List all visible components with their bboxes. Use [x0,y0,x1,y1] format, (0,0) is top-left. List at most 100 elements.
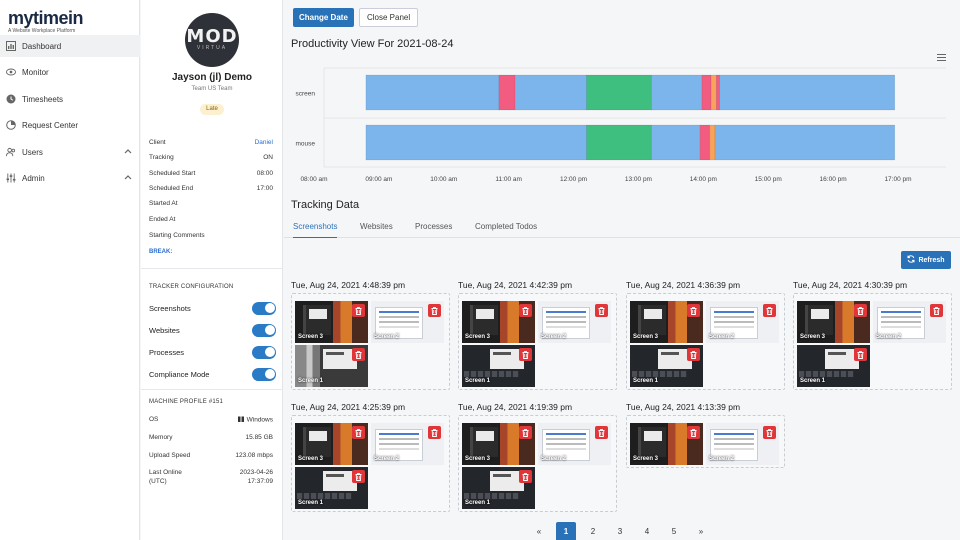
screenshots-toggle[interactable] [252,301,276,315]
timeline-segment-neutral[interactable] [719,74,896,111]
trash-icon[interactable] [763,426,776,439]
timeline-segment-unproductive[interactable] [699,124,711,161]
page-prev[interactable]: « [536,527,542,536]
chart-title: Productivity View For 2021-08-24 [291,38,454,50]
toggle-label: Screenshots [149,303,191,313]
trash-icon[interactable] [854,304,867,317]
trash-icon[interactable] [519,304,532,317]
nav-item-dashboard[interactable]: Dashboard [0,35,140,57]
trash-icon[interactable] [428,426,441,439]
screenshot-thumbnail[interactable]: Screen 3 [630,423,703,465]
trash-icon[interactable] [595,304,608,317]
timeline-segment-other[interactable] [709,124,716,161]
screenshot-thumbnail[interactable]: Screen 3 [295,423,368,465]
screenshot-thumbnail[interactable]: Screen 2 [538,423,611,465]
screenshot-thumbnail[interactable]: Screen 2 [538,301,611,343]
trash-icon[interactable] [763,304,776,317]
avatar-subtext: VIRTUA [196,45,228,51]
screenshot-thumbnail[interactable]: Screen 1 [295,345,368,387]
nav-item-monitor[interactable]: Monitor [0,61,140,83]
thumbnail-window [710,307,758,339]
websites-toggle[interactable] [252,323,276,337]
page-2[interactable]: 2 [590,527,596,536]
chart-menu-icon[interactable] [937,54,946,63]
field-label: OS [149,416,159,423]
screenshot-thumbnail[interactable]: Screen 3 [462,301,535,343]
trash-icon[interactable] [687,426,700,439]
timeline-segment-productive[interactable] [586,124,652,161]
brand-logo[interactable]: mytimein A Website Workplace Platform [8,8,84,34]
screenshot-thumbnail[interactable]: Screen 3 [295,301,368,343]
client-link[interactable]: Daniel [254,139,273,146]
nav-item-admin[interactable]: Admin [0,167,140,189]
trash-icon[interactable] [687,304,700,317]
screenshot-thumbnail[interactable]: Screen 2 [371,423,444,465]
nav-item-timesheets[interactable]: Timesheets [0,88,140,110]
screenshot-thumbnail[interactable]: Screen 1 [462,467,535,509]
thumbnail-window [658,349,692,369]
page-4[interactable]: 4 [644,527,650,536]
screenshot-thumbnail[interactable]: Screen 2 [873,301,946,343]
screenshot-thumbnail[interactable]: Screen 3 [797,301,870,343]
trash-icon[interactable] [595,426,608,439]
tab-completed-todos[interactable]: Completed Todos [475,222,538,231]
trash-icon[interactable] [519,470,532,483]
page-5[interactable]: 5 [671,527,677,536]
screenshot-thumbnail[interactable]: Screen 2 [706,423,779,465]
tab-websites[interactable]: Websites [360,222,393,231]
screenshot-thumbnail[interactable]: Screen 2 [706,301,779,343]
trash-icon[interactable] [352,304,365,317]
screenshot-thumbnail[interactable]: Screen 2 [371,301,444,343]
trash-icon[interactable] [352,426,365,439]
timeline-segment-neutral[interactable] [514,74,587,111]
trash-icon[interactable] [687,348,700,361]
chevron-up-icon[interactable] [124,173,132,182]
timeline-segment-neutral[interactable] [714,124,896,161]
trash-icon[interactable] [352,470,365,483]
timeline-segment-unproductive[interactable] [701,74,712,111]
trash-icon[interactable] [352,348,365,361]
screenshot-timestamp: Tue, Aug 24, 2021 4:13:39 pm [626,402,741,412]
compliance-mode-toggle[interactable] [252,367,276,381]
trash-icon[interactable] [854,348,867,361]
page-3[interactable]: 3 [617,527,623,536]
screenshot-thumbnail[interactable]: Screen 1 [797,345,870,387]
trash-icon[interactable] [930,304,943,317]
timeline-segment-other[interactable] [710,74,717,111]
processes-toggle[interactable] [252,345,276,359]
screenshot-thumbnail[interactable]: Screen 1 [630,345,703,387]
chevron-up-icon[interactable] [124,147,132,156]
trash-icon[interactable] [519,426,532,439]
timeline-segment-unproductive[interactable] [716,74,720,111]
screenshot-thumbnail[interactable]: Screen 1 [295,467,368,509]
field-label: Memory [149,434,173,441]
close-panel-button[interactable]: Close Panel [359,8,419,27]
user-profile-panel: MOD VIRTUA Jayson (jl) Demo Team US Team… [141,0,283,540]
nav-item-request-center[interactable]: Request Center [0,114,140,136]
x-tick-label: 10:00 am [430,176,457,183]
trash-icon[interactable] [428,304,441,317]
screenshot-thumbnail[interactable]: Screen 3 [462,423,535,465]
tab-screenshots[interactable]: Screenshots [293,222,338,238]
thumbnail-window [470,427,498,457]
change-date-button[interactable]: Change Date [293,8,354,27]
sliders-icon [6,173,16,183]
trash-icon[interactable] [519,348,532,361]
thumbnail-taskbar [799,371,854,377]
nav-item-users[interactable]: Users [0,141,140,163]
y-axis-label: mouse [295,141,315,148]
refresh-button[interactable]: Refresh [901,251,951,269]
page-1[interactable]: 1 [556,522,576,540]
screenshot-thumbnail[interactable]: Screen 1 [462,345,535,387]
tab-processes[interactable]: Processes [415,222,453,231]
screenshot-thumbnail[interactable]: Screen 3 [630,301,703,343]
timeline-segment-neutral[interactable] [365,74,500,111]
timeline-segment-neutral[interactable] [365,124,587,161]
page-next[interactable]: » [698,527,704,536]
timeline-segment-neutral[interactable] [651,124,701,161]
timeline-segment-productive[interactable] [586,74,652,111]
pie-icon [6,120,16,130]
timeline-segment-neutral[interactable] [651,74,703,111]
screenshot-label: Screen 2 [374,334,400,340]
timeline-segment-unproductive[interactable] [498,74,516,111]
